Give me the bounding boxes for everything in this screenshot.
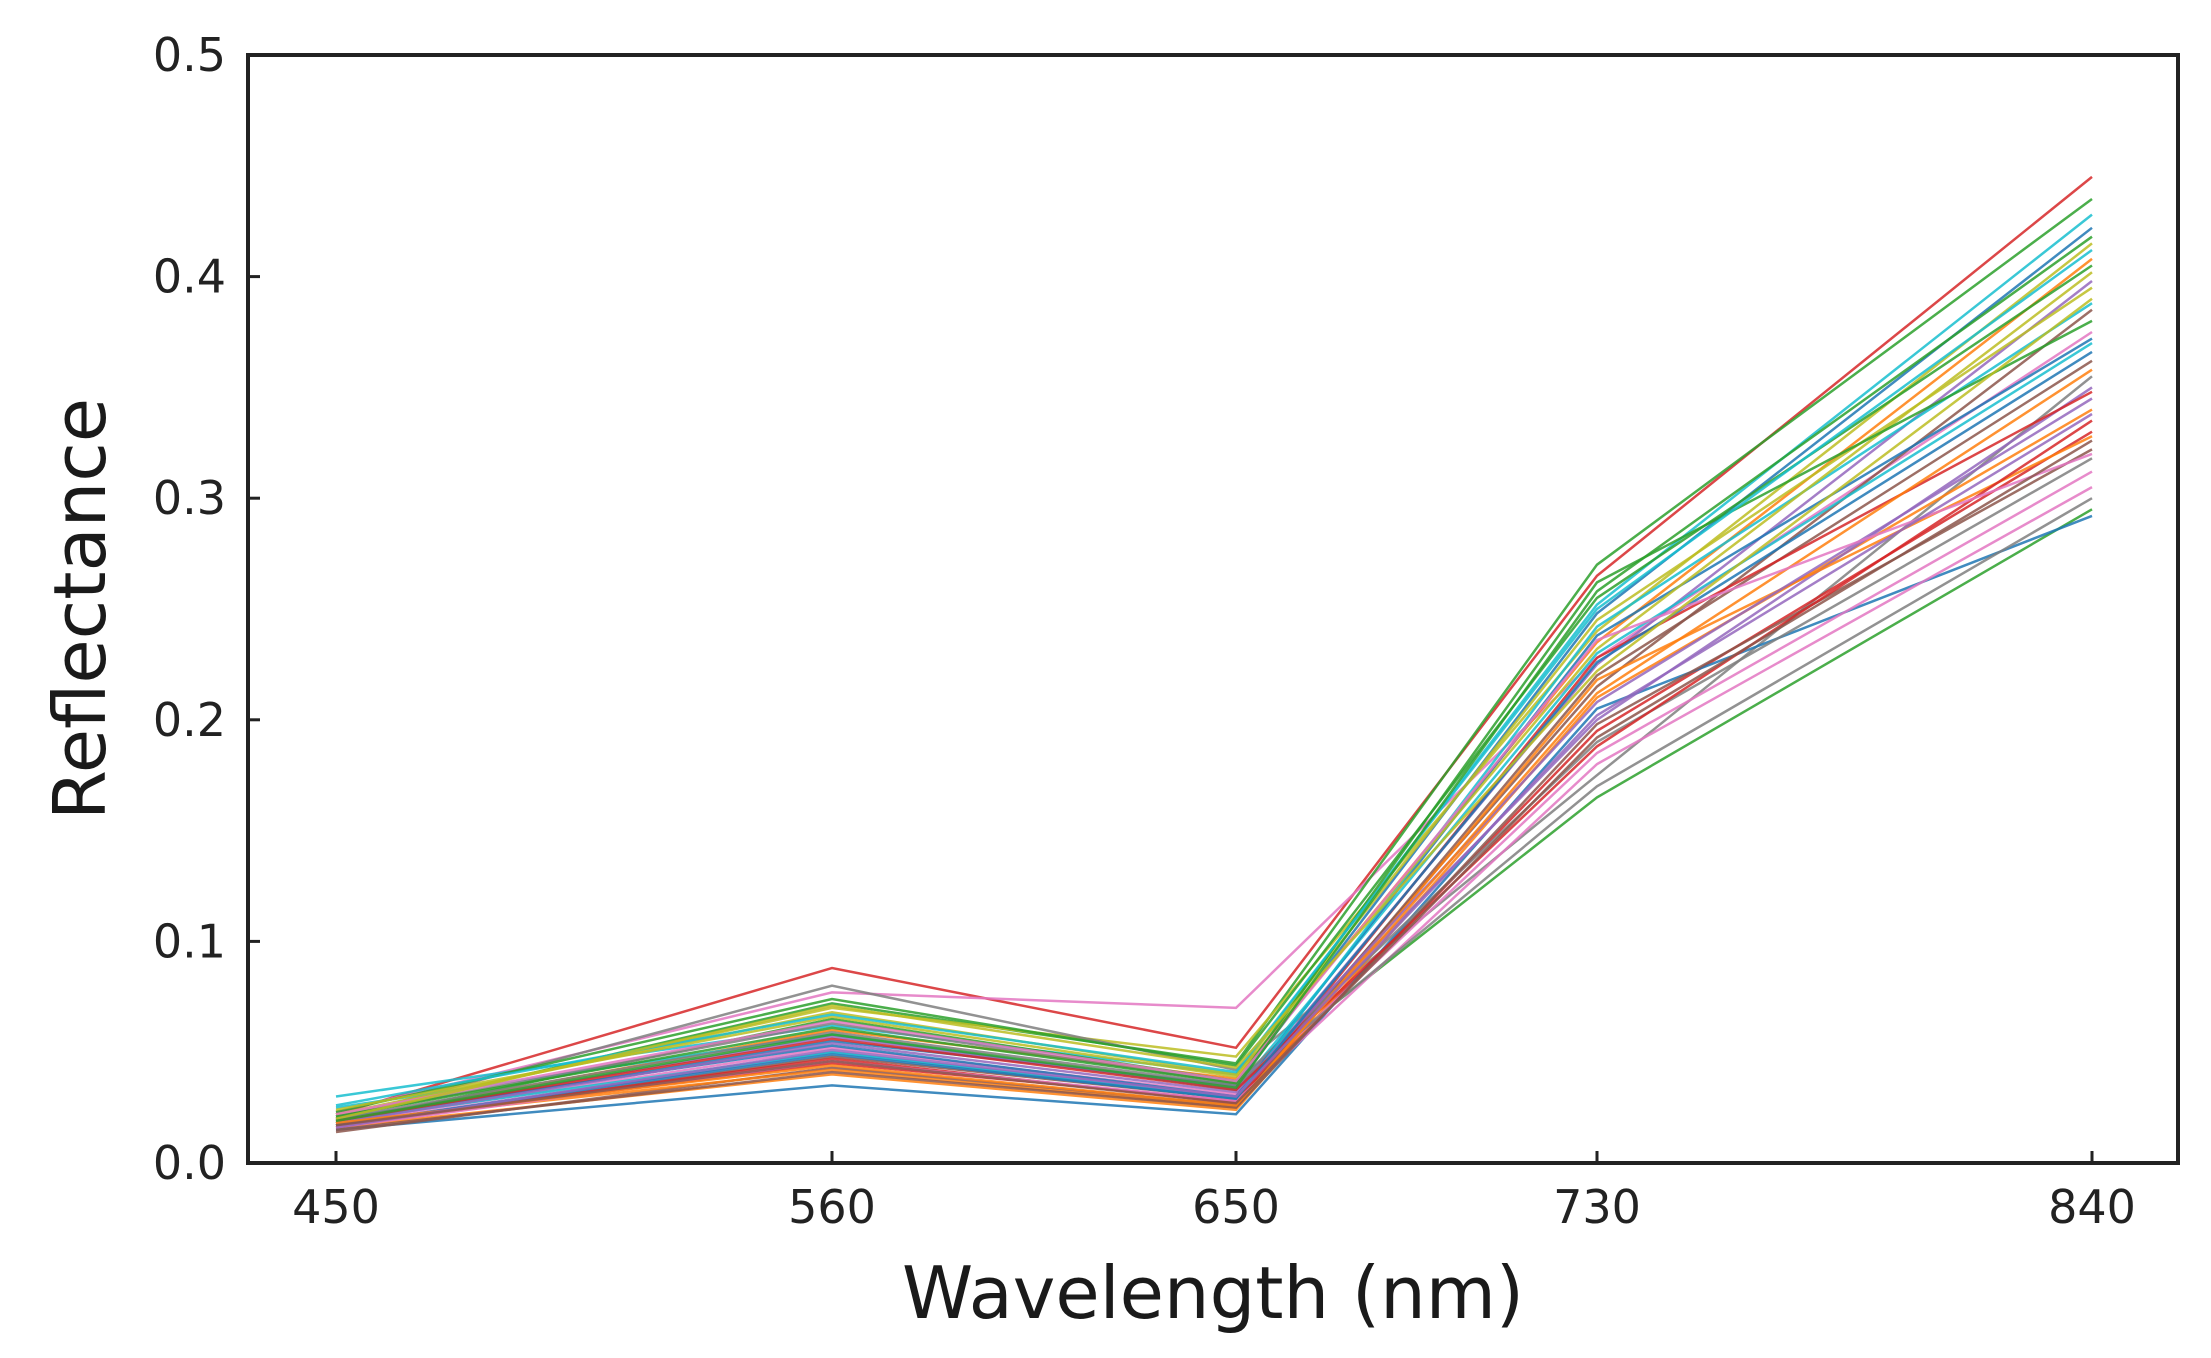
series-layer: [335, 175, 2093, 1134]
series-line-36: [335, 248, 2093, 1107]
series-line-39: [335, 439, 2093, 1127]
x-axis: 450 560 650 730 840: [292, 1151, 2136, 1234]
series-line-10: [335, 375, 2093, 1120]
series-line-31: [335, 319, 2093, 1118]
series-line-40: [335, 235, 2093, 1123]
y-tick-label: 0.5: [153, 28, 226, 82]
y-axis: 0.0 0.1 0.2 0.3 0.4 0.5: [153, 28, 260, 1190]
series-line-34: [335, 368, 2093, 1125]
x-tick-label: 840: [2048, 1180, 2136, 1234]
y-tick-label: 0.1: [153, 914, 226, 968]
x-axis-title: Wavelength (nm): [902, 1251, 1524, 1335]
series-line-27: [335, 271, 2093, 1112]
series-line-21: [335, 264, 2093, 1114]
series-line-37: [335, 297, 2093, 1120]
series-line-33: [335, 350, 2093, 1127]
plot-frame: [246, 53, 2180, 1165]
series-line-35: [335, 452, 2093, 1116]
y-tick-label: 0.0: [153, 1136, 226, 1190]
y-tick-label: 0.3: [153, 471, 226, 525]
y-tick-label: 0.4: [153, 250, 226, 304]
series-line-29: [335, 448, 2093, 1132]
x-tick-label: 730: [1553, 1180, 1641, 1234]
y-axis-title: Reflectance: [38, 398, 122, 820]
series-line-30: [335, 497, 2093, 1120]
y-tick-label: 0.2: [153, 693, 226, 747]
series-line-28: [335, 397, 2093, 1125]
x-tick-label: 560: [788, 1180, 876, 1234]
series-line-17: [335, 286, 2093, 1116]
series-line-15: [335, 470, 2093, 1125]
series-line-3: [335, 197, 2093, 1120]
x-tick-label: 450: [292, 1180, 380, 1234]
x-tick-label: 650: [1192, 1180, 1280, 1234]
series-line-38: [335, 412, 2093, 1129]
series-line-13: [335, 514, 2093, 1132]
